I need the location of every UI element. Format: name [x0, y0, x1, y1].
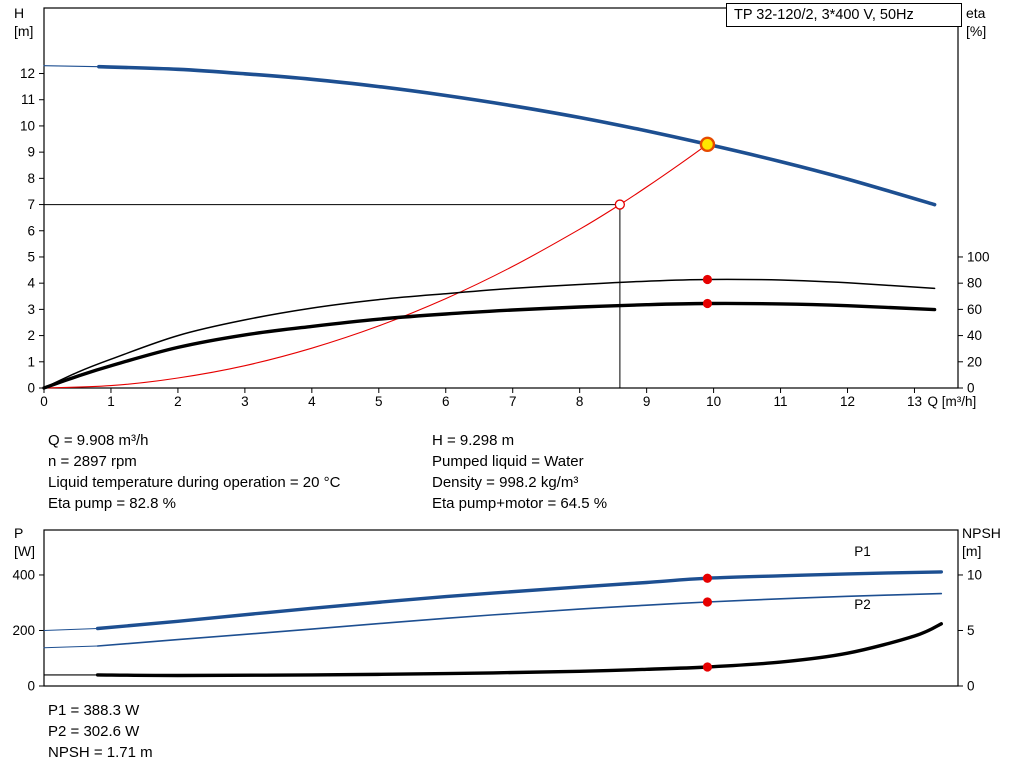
info-npsh: NPSH = 1.71 m	[48, 744, 153, 761]
y-right-tick-label: 20	[967, 354, 982, 369]
x-tick-label: 12	[840, 394, 855, 409]
y-right-tick-label: 80	[967, 276, 982, 291]
y-left-tick-label: 4	[27, 276, 35, 291]
h-axis-unit: [m]	[14, 23, 34, 39]
y-left-tick-label: 0	[27, 679, 35, 694]
y-left-tick-label: 400	[12, 567, 35, 582]
info-p1: P1 = 388.3 W	[48, 702, 140, 719]
eta-pump-motor-duty-dot-marker	[702, 298, 713, 309]
series-head-curve	[97, 64, 937, 207]
npsh-axis-symbol: NPSH	[962, 525, 1001, 541]
p1-curve-label: P1	[854, 544, 871, 559]
p-axis-label: P [W]	[14, 524, 35, 560]
npsh-axis-unit: [m]	[962, 543, 982, 559]
info-flow: Q = 9.908 m³/h	[48, 432, 149, 449]
duty-point-marker[interactable]	[699, 136, 716, 153]
plot-frame	[43, 529, 959, 687]
info-p2: P2 = 302.6 W	[48, 723, 140, 740]
duty-info-left: Q = 9.908 m³/h n = 2897 rpm Liquid tempe…	[48, 430, 340, 514]
p2-duty-dot-marker	[702, 597, 713, 607]
y-left-tick-label: 0	[27, 381, 35, 396]
h-axis-label: H [m]	[14, 4, 33, 40]
x-tick-label: 3	[241, 394, 249, 409]
plot-frame	[43, 7, 959, 389]
p1-duty-dot-marker	[702, 573, 713, 583]
info-density: Density = 998.2 kg/m³	[432, 474, 579, 491]
p-axis-symbol: P	[14, 525, 24, 541]
eta-axis-unit: [%]	[966, 23, 987, 39]
power-info: P1 = 388.3 W P2 = 302.6 W NPSH = 1.71 m	[48, 700, 153, 763]
y-left-tick-label: 11	[21, 92, 35, 107]
y-right-tick-label: 0	[967, 381, 975, 396]
info-head: H = 9.298 m	[432, 432, 515, 449]
y-left-tick-label: 7	[27, 197, 35, 212]
series-eta-pump-motor-curve	[42, 301, 937, 390]
x-tick-label: 5	[375, 394, 383, 409]
info-eta-total: Eta pump+motor = 64.5 %	[432, 495, 608, 512]
y-right-tick-label: 40	[967, 328, 982, 343]
x-tick-label: 6	[442, 394, 450, 409]
series-p2-lowflow	[43, 645, 99, 649]
series-npsh-curve	[95, 622, 943, 678]
y-left-tick-label: 5	[27, 249, 35, 264]
eta-pump-duty-dot-marker	[702, 274, 713, 285]
info-liquid: Pumped liquid = Water	[432, 453, 584, 470]
x-tick-label: 0	[40, 394, 48, 409]
duty-info-right: H = 9.298 m Pumped liquid = Water Densit…	[432, 430, 607, 514]
series-p1-lowflow	[43, 627, 99, 632]
info-temperature: Liquid temperature during operation = 20…	[48, 474, 341, 491]
series-p1-curve	[95, 570, 943, 631]
y-right-tick-label: 10	[967, 567, 982, 582]
y-right-tick-label: 60	[967, 302, 982, 317]
npsh-axis-label: NPSH [m]	[962, 524, 1001, 560]
y-left-tick-label: 200	[12, 623, 35, 638]
y-left-tick-label: 12	[20, 66, 35, 81]
y-right-tick-label: 0	[967, 679, 975, 694]
h-axis-symbol: H	[14, 5, 25, 21]
p-axis-unit: [W]	[14, 543, 35, 559]
y-left-tick-label: 10	[20, 118, 35, 133]
npsh-duty-dot-marker	[702, 662, 713, 672]
x-tick-label: 8	[576, 394, 584, 409]
y-left-tick-label: 3	[27, 302, 35, 317]
chart-top-svg: 0 1 2 3 4 5 6 7 8 9 10 11 12 13 Q [m³/h]01234567891011…	[20, 7, 990, 409]
x-tick-label: 10	[706, 394, 721, 409]
eta-axis-label: eta [%]	[966, 4, 986, 40]
chart-bottom-svg: 0 200 400 0 5 10 P1 P2	[12, 529, 982, 694]
series-head-curve-lowflow	[43, 65, 100, 68]
x-tick-label: 1	[107, 394, 115, 409]
y-right-tick-label: 5	[967, 623, 975, 638]
p2-curve-label: P2	[854, 597, 871, 612]
info-speed: n = 2897 rpm	[48, 453, 137, 470]
ref-point-open-marker[interactable]	[614, 199, 626, 210]
x-tick-label: 2	[174, 394, 182, 409]
eta-axis-symbol: eta	[966, 5, 986, 21]
x-tick-label: 9	[643, 394, 651, 409]
y-left-tick-label: 8	[27, 171, 35, 186]
pump-title-box: TP 32-120/2, 3*400 V, 50Hz	[726, 3, 962, 27]
info-eta-pump: Eta pump = 82.8 %	[48, 495, 176, 512]
series-system-curve	[43, 143, 708, 389]
power-npsh-chart[interactable]: 0 200 400 0 5 10 P1 P2	[0, 520, 1024, 700]
y-left-tick-label: 2	[27, 328, 35, 343]
series-p2-curve	[96, 592, 943, 647]
x-tick-label: 13	[907, 394, 922, 409]
y-left-tick-label: 6	[27, 223, 35, 238]
hq-eta-chart[interactable]: 0 1 2 3 4 5 6 7 8 9 10 11 12 13 Q [m³/h] 0 1 2 3 4 5 6 7 8 9 10 11…	[0, 0, 1024, 420]
y-left-tick-label: 1	[27, 354, 35, 369]
x-tick-label: 11	[774, 394, 788, 409]
x-tick-label: 4	[308, 394, 316, 409]
y-left-tick-label: 9	[27, 145, 35, 160]
x-tick-label: 7	[509, 394, 517, 409]
series-eta-pump-curve	[43, 278, 936, 389]
y-right-tick-label: 100	[967, 249, 990, 264]
x-axis-unit-label: Q [m³/h]	[927, 394, 976, 409]
